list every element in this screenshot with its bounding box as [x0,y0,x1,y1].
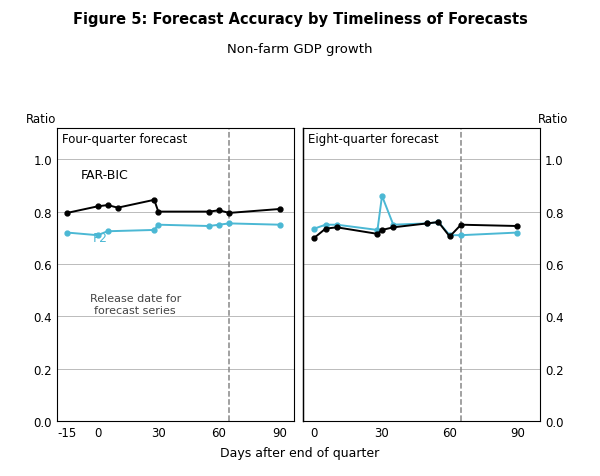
Text: Ratio: Ratio [26,113,56,126]
Text: Ratio: Ratio [538,113,568,126]
Text: Figure 5: Forecast Accuracy by Timeliness of Forecasts: Figure 5: Forecast Accuracy by Timelines… [73,12,527,27]
Text: Non-farm GDP growth: Non-farm GDP growth [227,43,373,56]
Text: FAR-BIC: FAR-BIC [80,169,128,181]
Text: Four-quarter forecast: Four-quarter forecast [62,133,187,146]
Text: Eight-quarter forecast: Eight-quarter forecast [308,133,439,146]
Text: Release date for
forecast series: Release date for forecast series [89,293,181,315]
Text: Days after end of quarter: Days after end of quarter [220,446,380,459]
Text: F2: F2 [92,231,107,244]
